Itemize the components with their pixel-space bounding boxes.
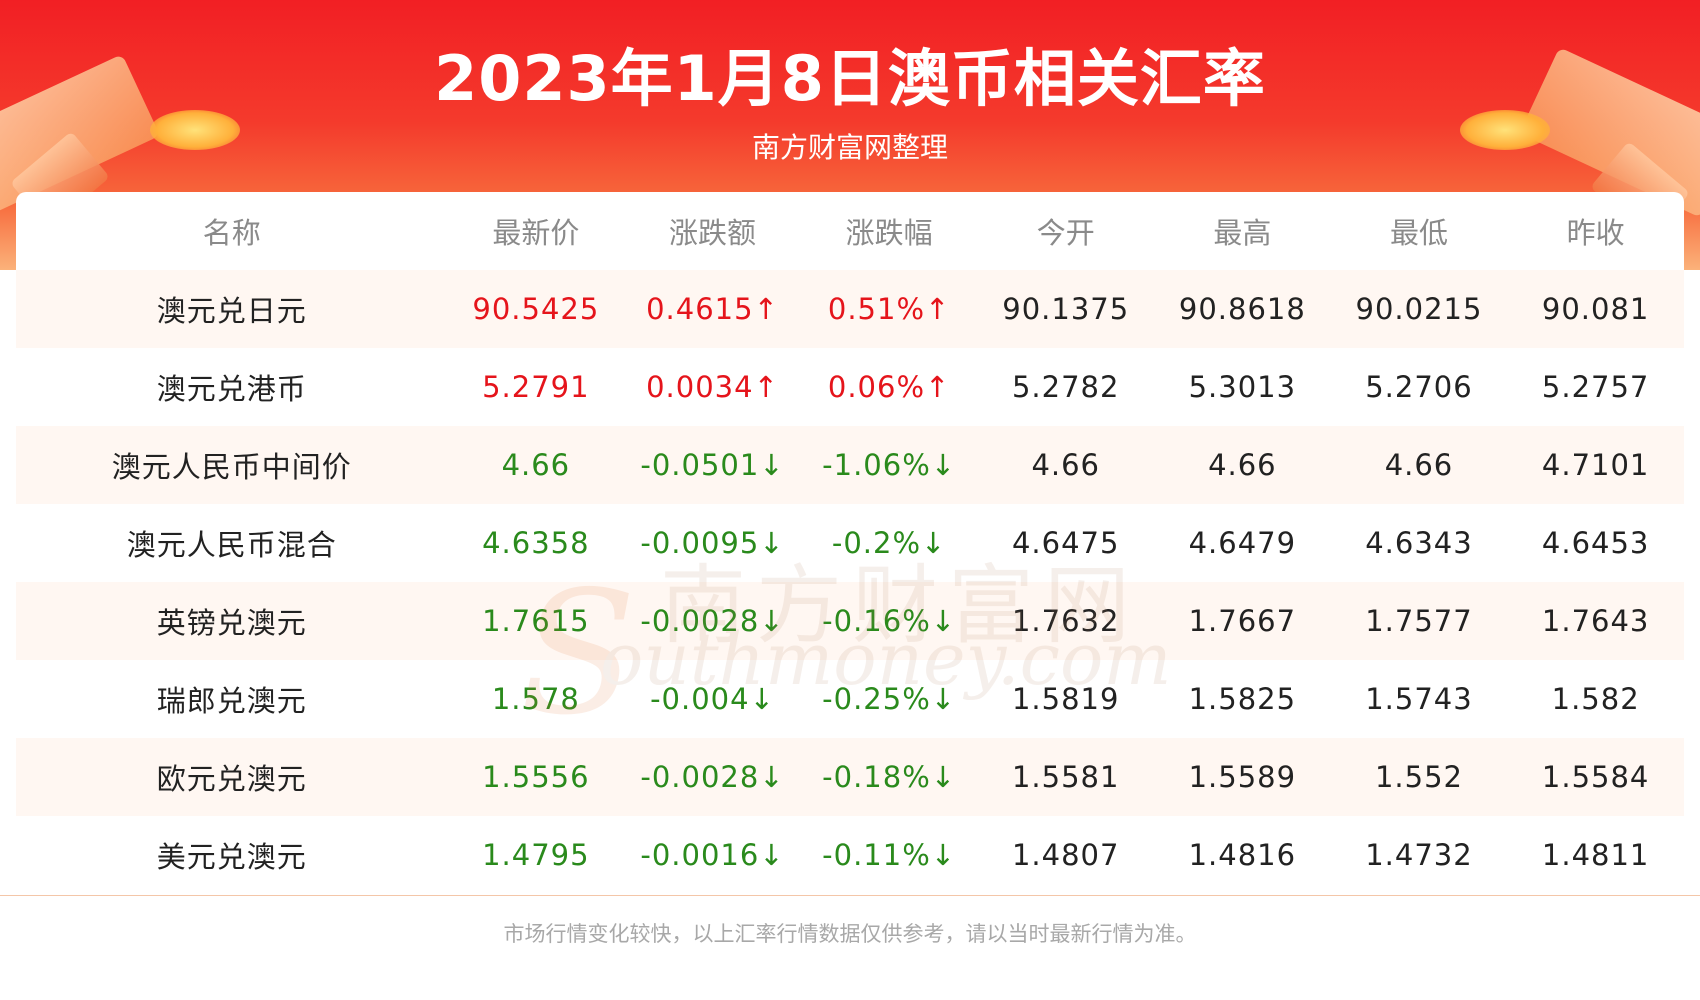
column-header-prev-close: 昨收 <box>1566 216 1625 250</box>
table-row: 欧元兑澳元 1.5556 -0.0028↓ -0.18%↓ 1.5581 1.5… <box>16 738 1684 816</box>
cell-open: 1.5581 <box>977 738 1155 816</box>
cell-change: -0.0028↓ <box>624 738 801 816</box>
cell-change-pct: -0.11%↓ <box>800 816 978 894</box>
cell-latest: 4.6358 <box>447 504 625 582</box>
cell-high: 1.5589 <box>1154 738 1331 816</box>
footer-divider <box>0 895 1700 896</box>
cell-low: 4.66 <box>1330 426 1508 504</box>
cell-open: 1.4807 <box>977 816 1155 894</box>
cell-change-pct: -0.18%↓ <box>800 738 978 816</box>
cell-latest: 1.4795 <box>447 816 625 894</box>
table-row: 美元兑澳元 1.4795 -0.0016↓ -0.11%↓ 1.4807 1.4… <box>16 816 1684 894</box>
table-row: 澳元兑港币 5.2791 0.0034↑ 0.06%↑ 5.2782 5.301… <box>16 348 1684 426</box>
cell-prev-close: 1.4811 <box>1507 816 1684 894</box>
cell-latest: 1.7615 <box>447 582 625 660</box>
cell-name: 澳元人民币混合 <box>16 504 448 582</box>
cell-high: 1.5825 <box>1154 660 1331 738</box>
cell-prev-close: 1.582 <box>1507 660 1684 738</box>
table-row: 澳元人民币中间价 4.66 -0.0501↓ -1.06%↓ 4.66 4.66… <box>16 426 1684 504</box>
cell-prev-close: 1.7643 <box>1507 582 1684 660</box>
column-header-open: 今开 <box>1036 216 1095 250</box>
cell-name: 澳元人民币中间价 <box>16 426 448 504</box>
page-subtitle: 南方财富网整理 <box>751 131 948 164</box>
cell-low: 90.0215 <box>1330 270 1508 348</box>
cell-prev-close: 5.2757 <box>1507 348 1684 426</box>
cell-low: 4.6343 <box>1330 504 1508 582</box>
cell-change-pct: -0.25%↓ <box>800 660 978 738</box>
cell-low: 1.552 <box>1330 738 1508 816</box>
cell-change: -0.0095↓ <box>624 504 801 582</box>
cell-open: 90.1375 <box>977 270 1155 348</box>
cell-prev-close: 4.7101 <box>1507 426 1684 504</box>
cell-change-pct: 0.06%↑ <box>800 348 978 426</box>
cell-name: 欧元兑澳元 <box>16 738 448 816</box>
cell-prev-close: 4.6453 <box>1507 504 1684 582</box>
cell-change: 0.0034↑ <box>624 348 801 426</box>
cell-high: 1.4816 <box>1154 816 1331 894</box>
decorative-coin-glow <box>1460 110 1550 150</box>
cell-open: 4.6475 <box>977 504 1155 582</box>
exchange-rate-table: 名称 最新价 涨跌额 涨跌幅 今开 最高 最低 昨收 澳元兑日元 90.5425… <box>16 192 1684 894</box>
cell-change-pct: -1.06%↓ <box>800 426 978 504</box>
cell-name: 瑞郎兑澳元 <box>16 660 448 738</box>
table-row: 英镑兑澳元 1.7615 -0.0028↓ -0.16%↓ 1.7632 1.7… <box>16 582 1684 660</box>
column-header-high: 最高 <box>1213 216 1272 250</box>
cell-high: 4.6479 <box>1154 504 1331 582</box>
cell-low: 1.4732 <box>1330 816 1508 894</box>
cell-name: 澳元兑日元 <box>16 270 448 348</box>
cell-prev-close: 90.081 <box>1507 270 1684 348</box>
decorative-coin-glow <box>150 110 240 150</box>
table-row: 瑞郎兑澳元 1.578 -0.004↓ -0.25%↓ 1.5819 1.582… <box>16 660 1684 738</box>
cell-open: 1.5819 <box>977 660 1155 738</box>
cell-latest: 1.5556 <box>447 738 625 816</box>
cell-high: 4.66 <box>1154 426 1331 504</box>
page-title: 2023年1月8日澳币相关汇率 <box>434 42 1266 115</box>
cell-high: 5.3013 <box>1154 348 1331 426</box>
cell-open: 4.66 <box>977 426 1155 504</box>
cell-high: 1.7667 <box>1154 582 1331 660</box>
cell-latest: 90.5425 <box>447 270 625 348</box>
cell-open: 1.7632 <box>977 582 1155 660</box>
cell-change: -0.0016↓ <box>624 816 801 894</box>
cell-change: -0.0028↓ <box>624 582 801 660</box>
cell-latest: 5.2791 <box>447 348 625 426</box>
cell-change: -0.0501↓ <box>624 426 801 504</box>
cell-change-pct: 0.51%↑ <box>800 270 978 348</box>
cell-prev-close: 1.5584 <box>1507 738 1684 816</box>
column-header-latest: 最新价 <box>492 216 580 250</box>
footer-note: 市场行情变化较快，以上汇率行情数据仅供参考，请以当时最新行情为准。 <box>503 922 1197 946</box>
table-header-row: 名称 最新价 涨跌额 涨跌幅 今开 最高 最低 昨收 <box>16 192 1684 270</box>
cell-change-pct: -0.2%↓ <box>800 504 978 582</box>
table-row: 澳元兑日元 90.5425 0.4615↑ 0.51%↑ 90.1375 90.… <box>16 270 1684 348</box>
column-header-change: 涨跌额 <box>668 216 756 250</box>
cell-change: 0.4615↑ <box>624 270 801 348</box>
cell-name: 美元兑澳元 <box>16 816 448 894</box>
cell-low: 1.7577 <box>1330 582 1508 660</box>
cell-high: 90.8618 <box>1154 270 1331 348</box>
cell-change-pct: -0.16%↓ <box>800 582 978 660</box>
cell-name: 澳元兑港币 <box>16 348 448 426</box>
cell-name: 英镑兑澳元 <box>16 582 448 660</box>
cell-open: 5.2782 <box>977 348 1155 426</box>
cell-latest: 1.578 <box>447 660 625 738</box>
column-header-low: 最低 <box>1389 216 1448 250</box>
column-header-name: 名称 <box>202 216 261 250</box>
table-row: 澳元人民币混合 4.6358 -0.0095↓ -0.2%↓ 4.6475 4.… <box>16 504 1684 582</box>
cell-low: 5.2706 <box>1330 348 1508 426</box>
cell-low: 1.5743 <box>1330 660 1508 738</box>
cell-change: -0.004↓ <box>624 660 801 738</box>
column-header-change-pct: 涨跌幅 <box>845 216 933 250</box>
cell-latest: 4.66 <box>447 426 625 504</box>
